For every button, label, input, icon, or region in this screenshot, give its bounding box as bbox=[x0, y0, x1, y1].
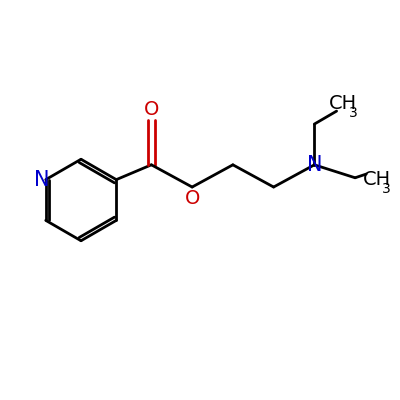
Text: CH: CH bbox=[362, 170, 391, 189]
Text: O: O bbox=[184, 189, 200, 208]
Text: 3: 3 bbox=[348, 106, 357, 120]
Text: N: N bbox=[307, 155, 322, 175]
Text: CH: CH bbox=[329, 94, 357, 113]
Text: O: O bbox=[144, 100, 159, 119]
Text: N: N bbox=[34, 170, 49, 190]
Text: 3: 3 bbox=[382, 182, 390, 196]
